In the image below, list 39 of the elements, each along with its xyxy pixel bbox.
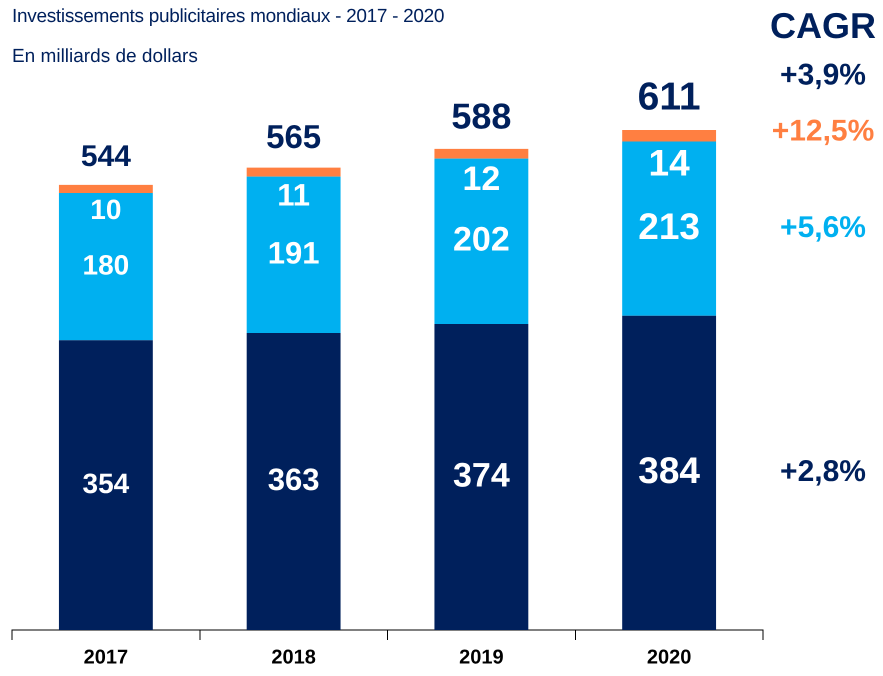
- bar: [58, 184, 153, 194]
- bar: [434, 148, 528, 159]
- data-label: 11: [277, 177, 310, 212]
- data-label: 12: [462, 160, 500, 198]
- bar: [622, 141, 716, 316]
- data-label: 14: [648, 142, 690, 184]
- x-tick-label: 2019: [459, 646, 504, 669]
- x-tick-label: 2020: [646, 646, 692, 669]
- total-label: 565: [266, 118, 322, 156]
- bar: [622, 130, 716, 142]
- data-label: 180: [82, 249, 130, 280]
- text: +3,9%: [780, 58, 866, 92]
- bar: [434, 158, 528, 324]
- text: CAGR: [770, 4, 876, 46]
- data-label: 374: [453, 456, 510, 494]
- bar: [622, 316, 716, 630]
- chart-subtitle: En milliards de dollars: [12, 46, 198, 68]
- text: +12,5%: [772, 114, 874, 148]
- data-label: 202: [453, 220, 510, 259]
- bar: [246, 332, 341, 630]
- data-label: 354: [82, 468, 130, 499]
- data-label: 10: [90, 194, 122, 225]
- data-label: 191: [268, 235, 320, 270]
- x-tick-label: 2018: [271, 646, 316, 669]
- bar: [246, 168, 341, 177]
- text: +2,8%: [780, 455, 866, 488]
- total-label: 544: [80, 140, 132, 174]
- x-tick-label: 2017: [84, 646, 128, 669]
- bar: [58, 193, 153, 340]
- total-label: 588: [451, 96, 512, 137]
- total-label: 611: [638, 75, 701, 118]
- bar: [58, 340, 153, 630]
- data-label: 213: [638, 206, 700, 247]
- data-label: 363: [268, 462, 320, 498]
- data-label: 384: [638, 450, 700, 492]
- text: +5,6%: [780, 210, 866, 244]
- bar: [246, 176, 341, 333]
- bar: [434, 324, 528, 630]
- chart-title: Investissements publicitaires mondiaux - 2017 - 2020: [12, 6, 444, 28]
